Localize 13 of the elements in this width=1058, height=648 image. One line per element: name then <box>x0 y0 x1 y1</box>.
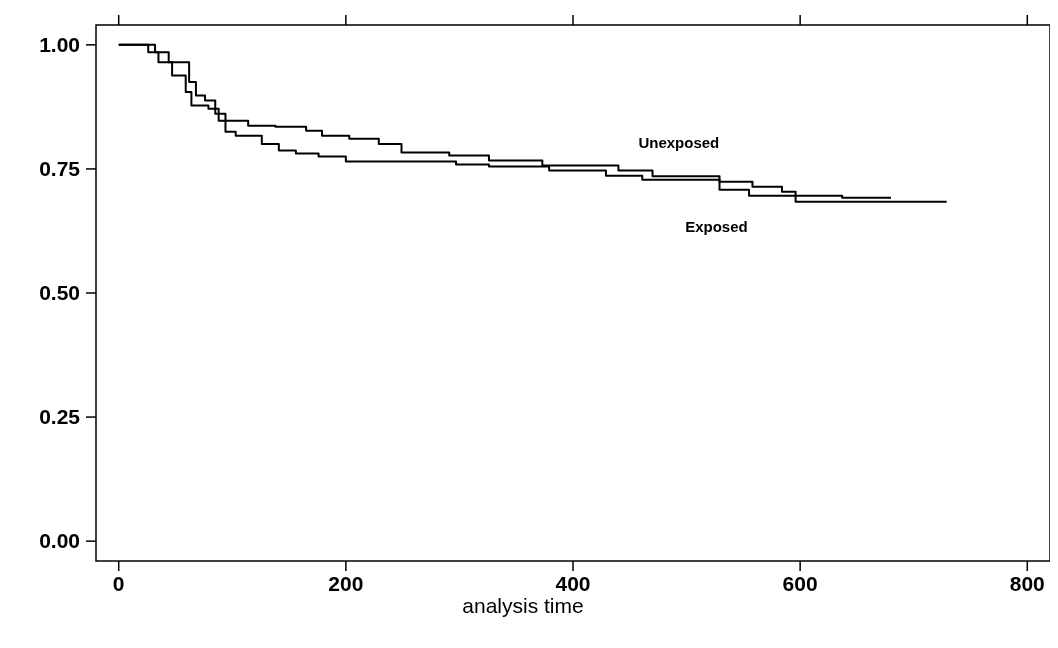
x-tick-label: 200 <box>328 572 364 595</box>
y-tick-label: 0.50 <box>39 281 80 305</box>
x-tick-label: 400 <box>555 572 591 595</box>
series-label: Exposed <box>685 217 748 235</box>
x-tick-label: 600 <box>782 572 818 595</box>
y-tick-label: 0.00 <box>39 529 80 553</box>
y-tick-label: 0.25 <box>39 405 81 429</box>
x-tick-label: 800 <box>1009 572 1045 595</box>
x-tick-label: 0 <box>112 572 125 595</box>
x-axis-title: analysis time <box>462 594 584 617</box>
y-tick-label: 1.00 <box>39 33 80 57</box>
y-tick-label: 0.75 <box>39 157 81 181</box>
series-label: Unexposed <box>638 134 720 152</box>
